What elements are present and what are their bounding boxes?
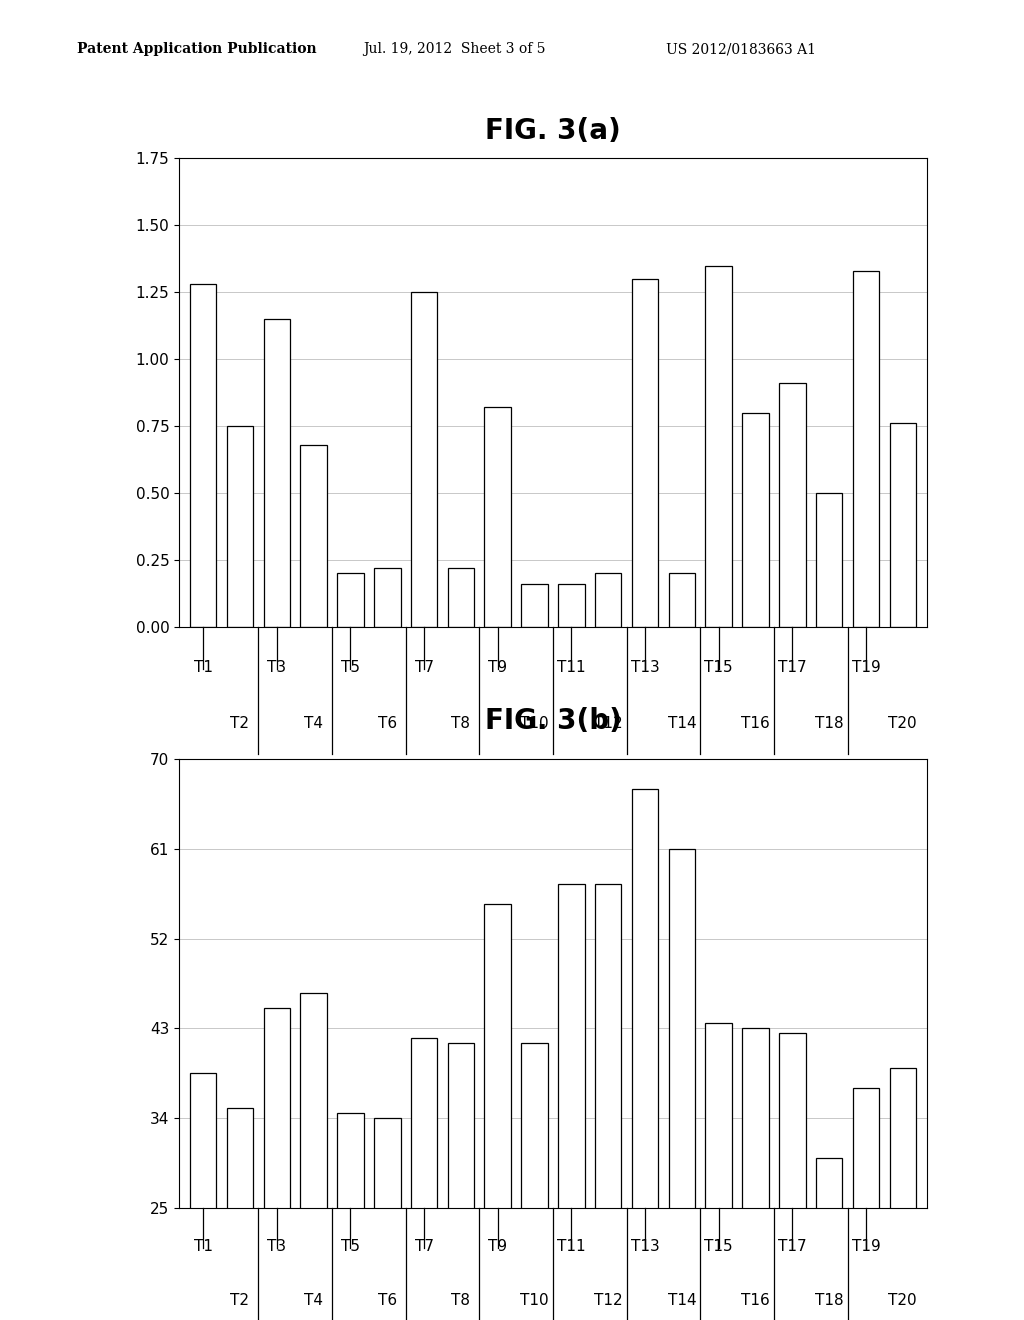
Bar — [558, 883, 585, 1320]
Bar — [816, 1158, 843, 1320]
Bar — [226, 1107, 253, 1320]
Bar — [411, 292, 437, 627]
Bar — [853, 271, 880, 627]
Text: T20: T20 — [889, 715, 918, 731]
Text: T9: T9 — [488, 660, 507, 675]
Bar — [595, 883, 622, 1320]
Text: FIG. 3(a): FIG. 3(a) — [485, 116, 621, 145]
Bar — [669, 849, 695, 1320]
Text: T5: T5 — [341, 660, 359, 675]
Text: T19: T19 — [852, 1239, 881, 1254]
Bar — [779, 383, 806, 627]
Text: T5: T5 — [341, 1239, 359, 1254]
Bar — [669, 573, 695, 627]
Bar — [447, 1043, 474, 1320]
Bar — [300, 445, 327, 627]
Bar — [558, 585, 585, 627]
Bar — [484, 904, 511, 1320]
Text: T13: T13 — [631, 660, 659, 675]
Text: T3: T3 — [267, 660, 287, 675]
Bar — [521, 1043, 548, 1320]
Text: T2: T2 — [230, 1294, 250, 1308]
Text: T1: T1 — [194, 660, 213, 675]
Bar — [484, 408, 511, 627]
Bar — [226, 426, 253, 627]
Bar — [189, 284, 216, 627]
Text: T4: T4 — [304, 715, 324, 731]
Bar — [706, 1023, 732, 1320]
Bar — [189, 1073, 216, 1320]
Text: T12: T12 — [594, 1294, 623, 1308]
Text: T14: T14 — [668, 715, 696, 731]
Text: T19: T19 — [852, 660, 881, 675]
Text: T8: T8 — [452, 715, 470, 731]
Text: T10: T10 — [520, 715, 549, 731]
Bar — [853, 1088, 880, 1320]
Text: T4: T4 — [304, 1294, 324, 1308]
Bar — [632, 279, 658, 627]
Text: T8: T8 — [452, 1294, 470, 1308]
Bar — [337, 1113, 364, 1320]
Text: FIG. 3(b): FIG. 3(b) — [484, 706, 622, 735]
Text: T7: T7 — [415, 1239, 433, 1254]
Bar — [890, 424, 916, 627]
Text: T17: T17 — [778, 1239, 807, 1254]
Text: T12: T12 — [594, 715, 623, 731]
Text: T15: T15 — [705, 660, 733, 675]
Text: T2: T2 — [230, 715, 250, 731]
Bar — [374, 568, 400, 627]
Text: Jul. 19, 2012  Sheet 3 of 5: Jul. 19, 2012 Sheet 3 of 5 — [364, 42, 546, 57]
Bar — [816, 494, 843, 627]
Text: T1: T1 — [194, 1239, 213, 1254]
Bar — [263, 319, 290, 627]
Bar — [374, 1118, 400, 1320]
Bar — [300, 994, 327, 1320]
Text: T13: T13 — [631, 1239, 659, 1254]
Text: US 2012/0183663 A1: US 2012/0183663 A1 — [666, 42, 815, 57]
Text: T16: T16 — [741, 715, 770, 731]
Text: T18: T18 — [815, 1294, 844, 1308]
Bar — [706, 265, 732, 627]
Text: T20: T20 — [889, 1294, 918, 1308]
Text: T6: T6 — [378, 715, 397, 731]
Bar — [632, 789, 658, 1320]
Text: T9: T9 — [488, 1239, 507, 1254]
Text: T6: T6 — [378, 1294, 397, 1308]
Bar — [779, 1034, 806, 1320]
Text: Patent Application Publication: Patent Application Publication — [77, 42, 316, 57]
Text: T16: T16 — [741, 1294, 770, 1308]
Text: T17: T17 — [778, 660, 807, 675]
Bar — [263, 1008, 290, 1320]
Text: T7: T7 — [415, 660, 433, 675]
Text: T11: T11 — [557, 1239, 586, 1254]
Bar — [742, 413, 769, 627]
Text: T3: T3 — [267, 1239, 287, 1254]
Bar — [595, 573, 622, 627]
Text: T10: T10 — [520, 1294, 549, 1308]
Text: T15: T15 — [705, 1239, 733, 1254]
Bar — [521, 585, 548, 627]
Bar — [890, 1068, 916, 1320]
Text: T11: T11 — [557, 660, 586, 675]
Bar — [411, 1039, 437, 1320]
Bar — [337, 573, 364, 627]
Bar — [742, 1028, 769, 1320]
Text: T14: T14 — [668, 1294, 696, 1308]
Text: T18: T18 — [815, 715, 844, 731]
Bar — [447, 568, 474, 627]
